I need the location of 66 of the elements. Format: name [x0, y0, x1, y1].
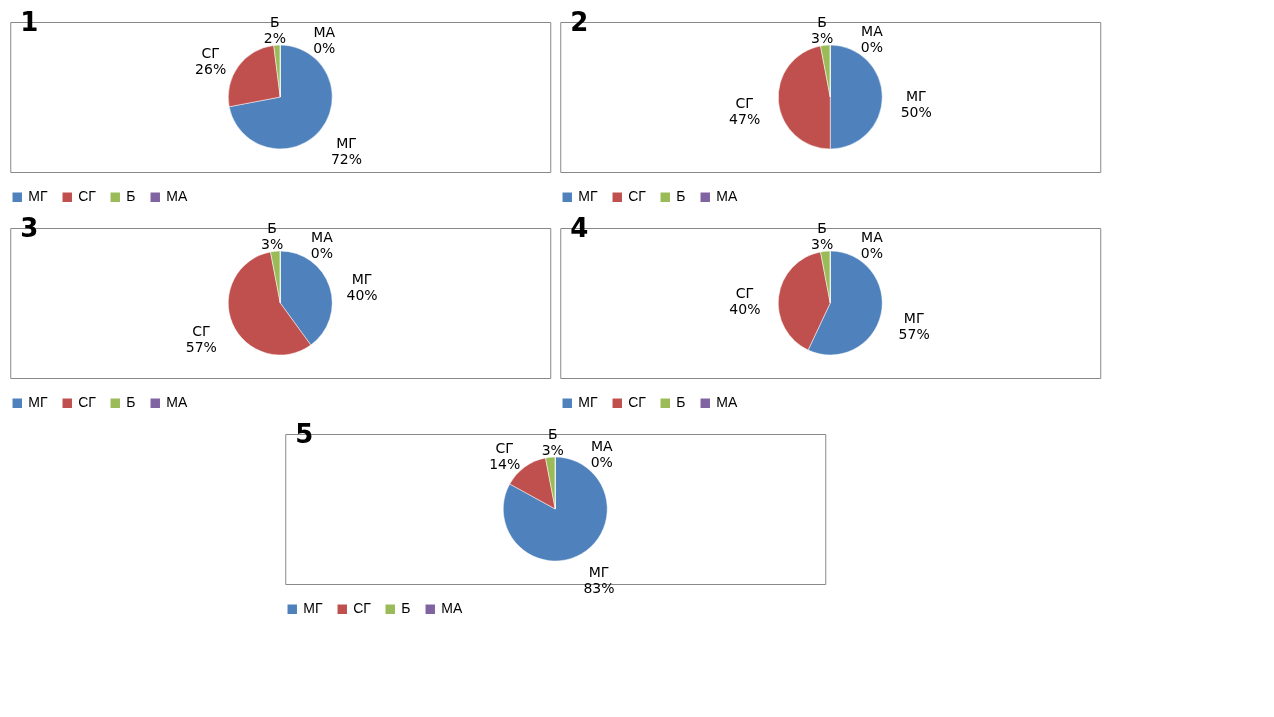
legend-label: СГ — [628, 394, 647, 411]
chart-title: 2 — [570, 7, 589, 38]
slice-label: СГ — [735, 94, 754, 111]
legend-label: МГ — [578, 394, 598, 411]
slice-label: СГ — [201, 44, 220, 61]
slice-label: МГ — [905, 88, 927, 104]
chart-title: 4 — [570, 213, 589, 244]
legend-label: Б — [676, 188, 686, 205]
slice-label: Б — [270, 14, 280, 31]
text: 0% — [590, 453, 613, 470]
data-label: 83% — [583, 579, 615, 596]
data-label: 14% — [489, 456, 521, 473]
legend-label: МА — [441, 600, 463, 617]
slice-label: МГ — [351, 271, 373, 288]
legend-label: МГ — [303, 600, 323, 617]
slice-label: МГ — [588, 563, 610, 580]
legend-label: СГ — [78, 394, 97, 411]
slice-label: СГ — [495, 440, 514, 457]
legend-label: Б — [126, 394, 136, 411]
legend-label: МА — [166, 188, 188, 205]
data-label: 3% — [541, 442, 564, 459]
data-label: 50% — [900, 104, 932, 120]
data-label: 26% — [195, 60, 227, 77]
chart-title: 5 — [295, 419, 314, 450]
legend-label: Б — [676, 394, 686, 411]
slice-label: МГ — [336, 135, 357, 152]
data-label: 57% — [898, 326, 930, 343]
chart-title: 1 — [20, 7, 39, 38]
slice-label: Б — [267, 220, 277, 237]
data-label: 40% — [729, 300, 761, 317]
slice-label: СГ — [735, 284, 755, 301]
data-label: 47% — [729, 110, 761, 127]
category-label: МА — [313, 24, 336, 41]
legend-label: МГ — [28, 394, 48, 411]
category-label: МА — [861, 229, 883, 246]
legend-label: СГ — [628, 188, 647, 205]
chart-title: 3 — [20, 213, 39, 244]
text: 0% — [860, 39, 884, 56]
legend-label: МГ — [578, 188, 598, 205]
pie-slice — [228, 44, 333, 150]
category-label: МА — [590, 437, 613, 454]
data-label: 3% — [811, 30, 834, 47]
data-label: 3% — [811, 236, 834, 253]
data-label: 3% — [261, 236, 284, 253]
slice-label: Б — [548, 426, 558, 443]
slice-label: МГ — [903, 310, 925, 327]
slice-label: Б — [817, 220, 827, 237]
legend-label: Б — [401, 600, 411, 617]
legend-label: МА — [716, 394, 738, 411]
legend-label: СГ — [353, 600, 372, 617]
text: 0% — [313, 40, 336, 57]
data-label: 57% — [185, 339, 217, 356]
legend-label: Б — [126, 188, 136, 205]
data-label: 2% — [263, 30, 286, 47]
legend-label: МА — [166, 394, 188, 411]
slice-label: Б — [817, 14, 827, 31]
legend-label: МА — [716, 188, 738, 205]
category-label: МА — [861, 23, 883, 40]
category-label: МА — [311, 229, 333, 246]
data-label: 40% — [346, 287, 378, 304]
legend-label: МГ — [28, 188, 48, 205]
text: 0% — [860, 245, 884, 262]
data-label: 72% — [330, 151, 363, 168]
slice-label: СГ — [192, 323, 211, 340]
text: 0% — [310, 245, 334, 262]
legend-label: СГ — [78, 188, 97, 205]
